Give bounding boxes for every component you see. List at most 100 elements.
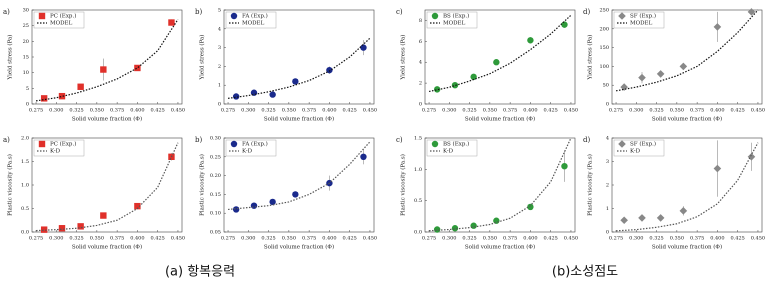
- plot-frame: [424, 9, 576, 105]
- y-axis-label: Plastic viscosity (Pa.s): [199, 154, 206, 216]
- data-point: [493, 59, 500, 66]
- y-tick-label: 4: [606, 136, 609, 142]
- data-point: [232, 206, 240, 213]
- model-line: [616, 142, 759, 232]
- y-tick-label: 25: [23, 23, 29, 29]
- x-tick-label: 0.450: [171, 236, 185, 242]
- legend-label: FA (Exp.): [242, 13, 268, 20]
- panel-label: d): [583, 8, 590, 16]
- x-tick-label: 0.450: [751, 108, 765, 114]
- data-point: [292, 78, 299, 85]
- x-tick-label: 0.450: [363, 236, 377, 242]
- x-tick-label: 0.400: [523, 236, 537, 242]
- y-tick-label: 150: [599, 45, 609, 51]
- legend-box: [426, 11, 478, 29]
- data-point: [250, 89, 258, 96]
- x-tick-label: 0.300: [49, 236, 63, 242]
- data-point: [58, 92, 66, 100]
- legend-marker: [230, 12, 238, 20]
- data-point: [269, 198, 276, 206]
- y-tick-label: 2: [218, 64, 221, 70]
- y-tick-label: 0.15: [210, 192, 221, 198]
- x-tick-label: 0.275: [29, 108, 43, 114]
- y-tick-label: 3: [606, 159, 609, 165]
- legend-marker: [38, 140, 46, 148]
- x-axis-label: Solid volume fraction (Φ): [264, 116, 334, 123]
- panel-label: c): [396, 8, 403, 16]
- y-tick-label: 0.30: [210, 136, 221, 142]
- legend-label: K-D: [242, 149, 253, 155]
- data-point: [747, 153, 756, 161]
- data-point: [561, 163, 568, 170]
- x-tick-label: 0.350: [670, 236, 684, 242]
- x-axis-label: Solid volume fraction (Φ): [264, 244, 334, 251]
- y-tick-label: 250: [599, 8, 609, 14]
- legend-box: [426, 139, 478, 157]
- legend-label: K-D: [50, 149, 61, 155]
- y-axis-label: Plastic viscosity (Pa.s): [587, 154, 594, 216]
- x-tick-label: 0.425: [343, 108, 357, 114]
- x-tick-label: 0.400: [130, 236, 144, 242]
- model-line: [227, 37, 371, 99]
- panel-label: b): [195, 136, 202, 144]
- x-tick-label: 0.400: [322, 236, 336, 242]
- data-point: [77, 223, 84, 230]
- x-tick-label: 0.425: [731, 108, 745, 114]
- data-point: [638, 214, 646, 222]
- legend-box: [613, 11, 665, 29]
- data-point: [451, 82, 459, 89]
- y-tick-label: 0.10: [210, 211, 221, 217]
- legend-label: BS (Exp.): [443, 141, 469, 148]
- x-tick-label: 0.375: [110, 236, 124, 242]
- y-tick-label: 20: [23, 39, 29, 45]
- y-tick-label: 0: [419, 102, 422, 108]
- y-tick-label: 2: [606, 183, 609, 189]
- x-tick-label: 0.425: [544, 108, 558, 114]
- x-tick-label: 0.400: [130, 108, 144, 114]
- panel-label: a): [3, 8, 10, 16]
- y-axis-label: Plastic viscosity (Pa.s): [7, 154, 14, 216]
- legend-marker: [618, 140, 626, 148]
- x-tick-label: 0.275: [29, 236, 43, 242]
- x-tick-label: 0.325: [69, 108, 83, 114]
- x-tick-label: 0.325: [261, 236, 275, 242]
- legend-label: SF (Exp.): [630, 141, 656, 148]
- x-tick-label: 0.450: [564, 108, 578, 114]
- x-tick-label: 0.375: [302, 108, 316, 114]
- legend-label: PC (Exp.): [50, 141, 76, 148]
- data-point: [168, 19, 175, 26]
- x-tick-label: 0.325: [261, 108, 275, 114]
- panel-label: c): [396, 136, 403, 144]
- x-tick-label: 0.300: [241, 108, 255, 114]
- x-tick-label: 0.325: [649, 108, 663, 114]
- data-point: [134, 202, 141, 210]
- model-line: [429, 137, 572, 232]
- x-tick-label: 0.350: [282, 236, 296, 242]
- y-tick-label: 50: [603, 83, 609, 89]
- data-point: [433, 86, 441, 93]
- panel-label: a): [3, 136, 10, 144]
- y-tick-label: 4: [419, 60, 422, 66]
- data-point: [360, 153, 367, 160]
- x-tick-label: 0.400: [322, 108, 336, 114]
- legend-marker: [431, 12, 439, 20]
- data-point: [40, 95, 48, 102]
- y-tick-label: 1.5: [414, 136, 422, 142]
- x-tick-label: 0.275: [221, 108, 235, 114]
- y-tick-label: 0: [606, 230, 609, 236]
- model-line: [35, 19, 179, 102]
- data-point: [713, 164, 722, 173]
- x-axis-label: Solid volume fraction (Φ): [652, 116, 722, 123]
- x-tick-label: 0.375: [690, 236, 704, 242]
- x-tick-label: 0.375: [503, 236, 517, 242]
- x-tick-label: 0.425: [731, 236, 745, 242]
- x-tick-label: 0.375: [503, 108, 517, 114]
- legend-box: [225, 139, 277, 157]
- legend-label: K-D: [443, 149, 454, 155]
- model-line: [615, 9, 759, 92]
- plot-frame: [223, 9, 375, 105]
- x-tick-label: 0.275: [422, 236, 436, 242]
- model-line: [227, 141, 371, 211]
- x-tick-label: 0.425: [544, 236, 558, 242]
- y-tick-label: 2.0: [21, 136, 29, 142]
